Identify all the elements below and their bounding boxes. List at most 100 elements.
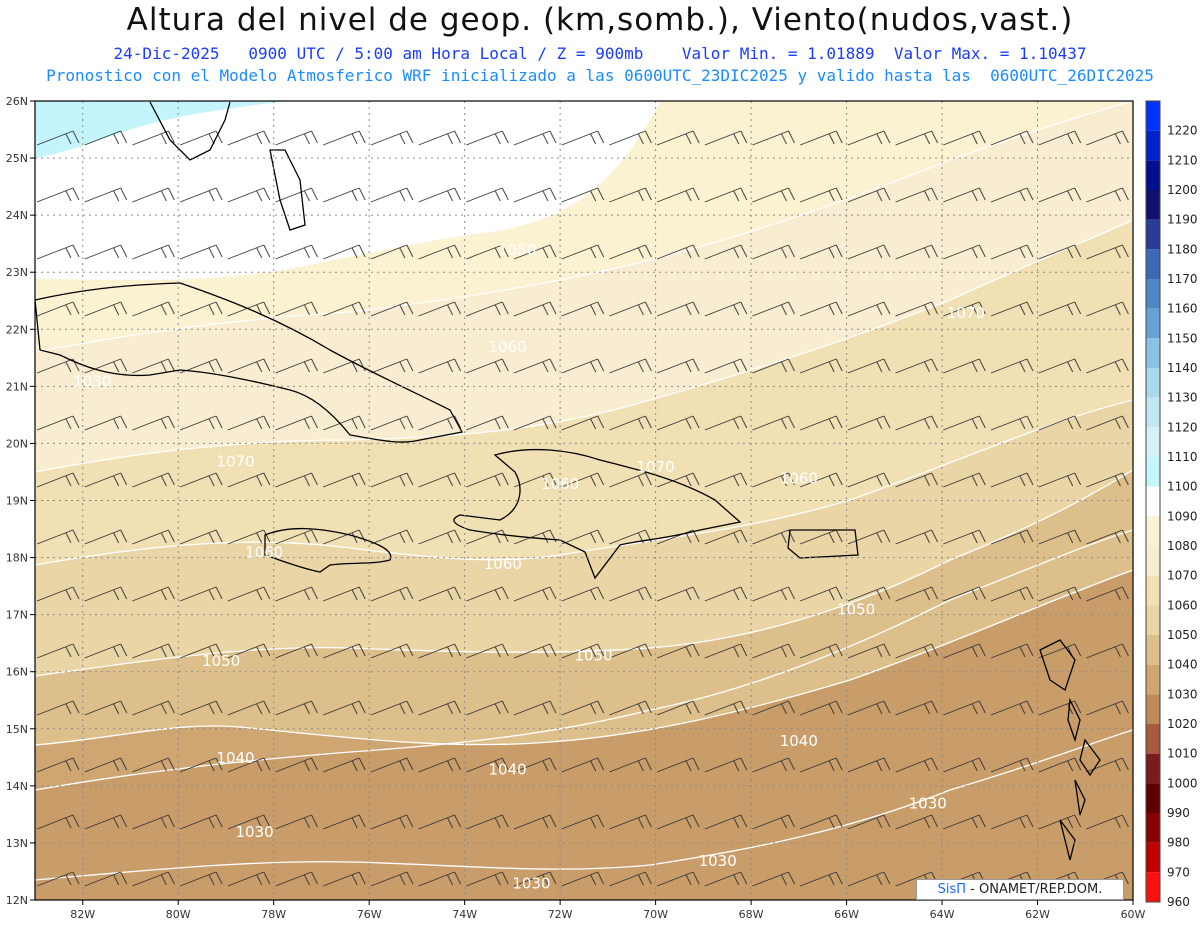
contour-label-9: 1050 bbox=[202, 652, 240, 670]
lat-label-22N: 22N bbox=[6, 323, 28, 336]
colorbar-label-990: 990 bbox=[1167, 806, 1190, 820]
coastlines bbox=[35, 101, 1101, 861]
contour-label-10: 1050 bbox=[574, 646, 612, 664]
map-plot-area bbox=[35, 101, 1133, 900]
bahamas-coast bbox=[269, 149, 306, 231]
colorbar-label-1020: 1020 bbox=[1167, 717, 1198, 731]
colorbar-swatch-1200 bbox=[1146, 160, 1160, 190]
contour-label-18: 1030 bbox=[909, 795, 947, 813]
colorbar-label-1100: 1100 bbox=[1167, 480, 1198, 494]
colorbar-swatch-1000 bbox=[1146, 753, 1160, 784]
colorbar-swatch-1140 bbox=[1146, 338, 1160, 368]
colorbar-label-1220: 1220 bbox=[1167, 124, 1198, 138]
valid-time-line: 24-Dic-2025 0900 UTC / 5:00 am Hora Loca… bbox=[0, 44, 1200, 63]
colorbar-label-1210: 1210 bbox=[1167, 153, 1198, 167]
colorbar-label-1050: 1050 bbox=[1167, 628, 1198, 642]
colorbar: 1220 1210 1200 1190 1180 1170 1160 1150 1140 1130… bbox=[1145, 100, 1198, 909]
credit-box: SisΠ - ONAMET/REP.DOM. bbox=[916, 879, 1124, 900]
contour-label-15: 1030 bbox=[236, 823, 274, 841]
colorbar-label-1000: 1000 bbox=[1167, 776, 1198, 790]
lat-label-24N: 24N bbox=[6, 209, 28, 222]
model-info-line: Pronostico con el Modelo Atmosferico WRF… bbox=[46, 66, 1154, 85]
colorbar-swatch-990 bbox=[1146, 783, 1160, 813]
colorbar-label-1080: 1080 bbox=[1167, 539, 1198, 553]
contour-label-19: 1050 bbox=[498, 241, 536, 259]
colorbar-label-1170: 1170 bbox=[1167, 272, 1198, 286]
contour-label-7: 1060 bbox=[245, 544, 283, 562]
colorbar-swatch-1170 bbox=[1146, 249, 1160, 279]
colorbar-swatch-1010 bbox=[1146, 724, 1160, 754]
hispaniola-coast bbox=[453, 448, 742, 580]
puerto-rico-coast bbox=[787, 529, 859, 559]
lon-label-62W: 62W bbox=[1025, 908, 1050, 921]
colorbar-label-960: 960 bbox=[1167, 895, 1190, 909]
lat-label-26N: 26N bbox=[6, 95, 28, 108]
latitude-labels: 12N 13N 14N 15N 16N 17N 18N 19N 20N 21N 22N 23N 24N 2… bbox=[6, 95, 35, 907]
contour-label-5: 1060 bbox=[780, 469, 818, 487]
colorbar-swatch-1080 bbox=[1146, 516, 1160, 546]
longitude-labels: 82W 80W 78W 76W 74W 72W 70W 68W 66W 64W 62W 60W bbox=[70, 900, 1146, 921]
colorbar-swatch-1070 bbox=[1146, 546, 1160, 576]
colorbar-label-1070: 1070 bbox=[1167, 569, 1198, 583]
lon-label-80W: 80W bbox=[166, 908, 191, 921]
max-value: Valor Max. = 1.10437 bbox=[893, 44, 1087, 63]
colorbar-swatch-1190 bbox=[1146, 190, 1160, 220]
lon-label-82W: 82W bbox=[70, 908, 95, 921]
lat-label-15N: 15N bbox=[6, 723, 28, 736]
colorbar-swatch-1040 bbox=[1146, 635, 1160, 665]
cuba-coast bbox=[35, 282, 463, 443]
lat-label-23N: 23N bbox=[6, 266, 28, 279]
contour-label-14: 1040 bbox=[780, 732, 818, 750]
colorbar-swatch-1180 bbox=[1146, 219, 1160, 250]
colorbar-label-1010: 1010 bbox=[1167, 747, 1198, 761]
jamaica-coast bbox=[264, 527, 392, 573]
wind-barbs bbox=[35, 101, 1133, 900]
colorbar-label-1040: 1040 bbox=[1167, 658, 1198, 672]
colorbar-label-1160: 1160 bbox=[1167, 302, 1198, 316]
colorbar-label-1130: 1130 bbox=[1167, 391, 1198, 405]
lon-label-68W: 68W bbox=[739, 908, 764, 921]
contour-label-1: 1070 bbox=[216, 452, 254, 470]
lat-label-18N: 18N bbox=[6, 552, 28, 565]
contour-label-12: 1040 bbox=[216, 749, 254, 767]
colorbar-label-1030: 1030 bbox=[1167, 687, 1198, 701]
lat-label-16N: 16N bbox=[6, 666, 28, 679]
lat-label-19N: 19N bbox=[6, 495, 28, 508]
colorbar-swatch-1160 bbox=[1146, 279, 1160, 309]
contour-label-16: 1030 bbox=[699, 852, 737, 870]
colorbar-swatch-1090 bbox=[1146, 486, 1160, 517]
colorbar-label-1150: 1150 bbox=[1167, 331, 1198, 345]
contour-label-2: 1060 bbox=[489, 338, 527, 356]
contour-label-6: 1070 bbox=[947, 304, 985, 322]
colorbar-swatch-960 bbox=[1146, 872, 1160, 902]
colorbar-swatch-1030 bbox=[1146, 664, 1160, 695]
colorbar-swatch-1020 bbox=[1146, 694, 1160, 724]
colorbar-swatch-1150 bbox=[1146, 308, 1160, 339]
lat-label-21N: 21N bbox=[6, 380, 28, 393]
lat-label-13N: 13N bbox=[6, 837, 28, 850]
forecast-time: 0900 UTC / 5:00 am Hora Local / Z = 900m… bbox=[248, 44, 644, 63]
colorbar-swatch-980 bbox=[1146, 813, 1160, 843]
colorbar-label-1060: 1060 bbox=[1167, 598, 1198, 612]
colorbar-label-980: 980 bbox=[1167, 836, 1190, 850]
lon-label-78W: 78W bbox=[261, 908, 286, 921]
colorbar-label-1190: 1190 bbox=[1167, 213, 1198, 227]
contour-label-4: 1070 bbox=[637, 458, 675, 476]
lat-lon-gridlines bbox=[35, 101, 1133, 900]
sistpi-brand: SisΠ bbox=[937, 882, 967, 897]
contour-labels: 1030 1070 1060 1060 1070 1060 1070 1060 1060 1050… bbox=[73, 241, 985, 892]
colorbar-label-1090: 1090 bbox=[1167, 509, 1198, 523]
florida-coast bbox=[149, 101, 231, 161]
colorbar-label-1180: 1180 bbox=[1167, 242, 1198, 256]
forecast-date: 24-Dic-2025 bbox=[113, 44, 220, 63]
lesser-antilles-coast bbox=[1039, 639, 1101, 861]
colorbar-swatch-1100 bbox=[1146, 457, 1160, 487]
lon-label-74W: 74W bbox=[452, 908, 477, 921]
contour-label-17: 1030 bbox=[512, 875, 550, 893]
min-value: Valor Min. = 1.01889 bbox=[681, 44, 875, 63]
lon-label-66W: 66W bbox=[834, 908, 859, 921]
colorbar-label-1140: 1140 bbox=[1167, 361, 1198, 375]
contour-label-3: 1060 bbox=[541, 475, 579, 493]
lon-label-72W: 72W bbox=[548, 908, 573, 921]
colorbar-label-970: 970 bbox=[1167, 865, 1190, 879]
